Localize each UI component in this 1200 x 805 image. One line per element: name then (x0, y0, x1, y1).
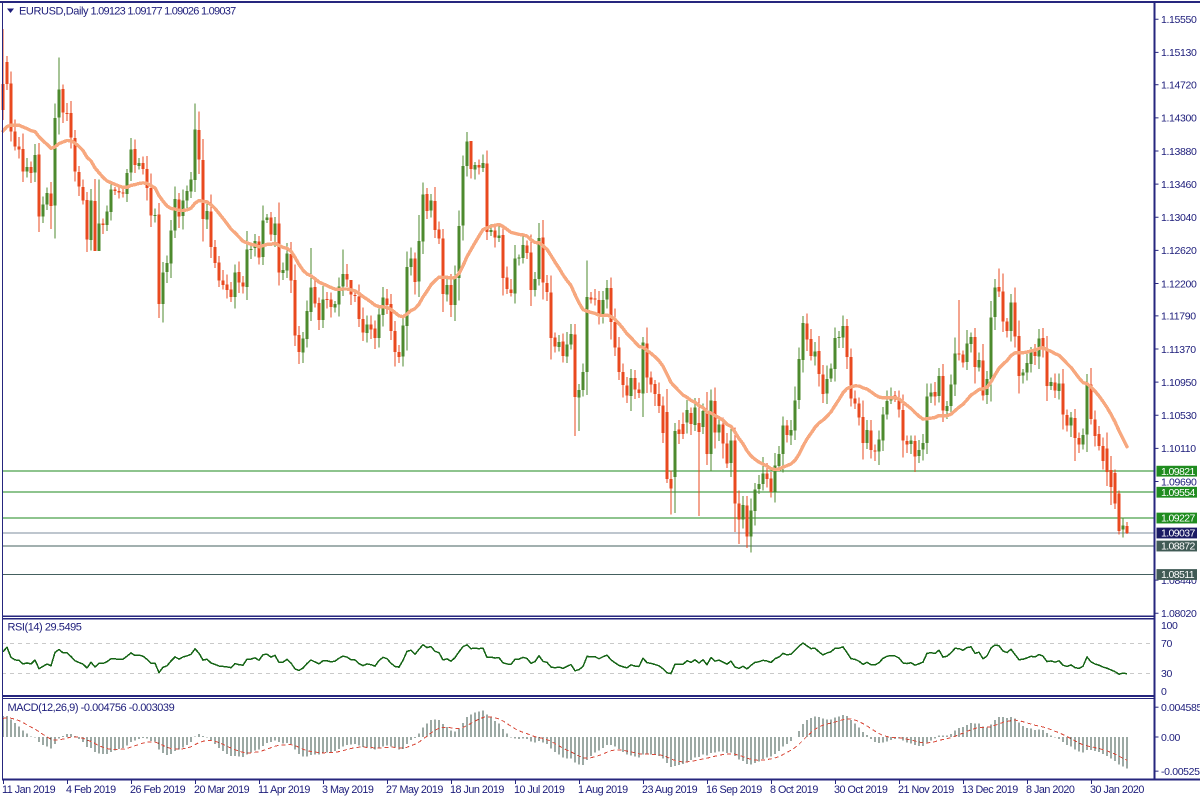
svg-text:30: 30 (1161, 668, 1172, 680)
svg-text:70: 70 (1161, 638, 1172, 650)
svg-text:1.12200: 1.12200 (1161, 278, 1197, 290)
svg-text:27 May 2019: 27 May 2019 (386, 784, 443, 796)
svg-text:0: 0 (1161, 686, 1167, 698)
svg-text:26 Feb 2019: 26 Feb 2019 (130, 784, 186, 796)
svg-text:1.08020: 1.08020 (1161, 608, 1197, 620)
svg-text:1.10110: 1.10110 (1161, 443, 1196, 455)
svg-text:1.09821: 1.09821 (1161, 466, 1196, 478)
svg-text:100: 100 (1161, 620, 1178, 632)
svg-text:1.14720: 1.14720 (1161, 80, 1197, 92)
svg-text:1.10530: 1.10530 (1161, 410, 1197, 422)
svg-text:1.15130: 1.15130 (1161, 47, 1197, 59)
svg-text:1 Aug 2019: 1 Aug 2019 (578, 784, 628, 796)
svg-text:11 Jan 2019: 11 Jan 2019 (2, 784, 56, 796)
svg-text:1.14300: 1.14300 (1161, 113, 1197, 125)
svg-text:1.11370: 1.11370 (1161, 344, 1196, 356)
svg-text:1.09123 1.09177 1.09026 1.0903: 1.09123 1.09177 1.09026 1.09037 (91, 6, 237, 18)
svg-text:20 Mar 2019: 20 Mar 2019 (194, 784, 250, 796)
svg-text:13 Dec 2019: 13 Dec 2019 (962, 784, 1018, 796)
svg-text:1.13880: 1.13880 (1161, 146, 1197, 158)
svg-text:8 Jan 2020: 8 Jan 2020 (1026, 784, 1075, 796)
svg-text:30 Oct 2019: 30 Oct 2019 (834, 784, 888, 796)
svg-text:11 Apr 2019: 11 Apr 2019 (258, 784, 310, 796)
svg-text:1.08872: 1.08872 (1161, 541, 1196, 553)
svg-text:1.09690: 1.09690 (1161, 476, 1197, 488)
svg-text:1.10950: 1.10950 (1161, 377, 1197, 389)
svg-text:0.004585: 0.004585 (1161, 702, 1200, 714)
svg-text:21 Nov 2019: 21 Nov 2019 (898, 784, 954, 796)
svg-text:RSI(14) 29.5495: RSI(14) 29.5495 (8, 622, 82, 634)
svg-text:-0.005254: -0.005254 (1161, 766, 1200, 778)
svg-text:0.00: 0.00 (1161, 732, 1181, 744)
svg-text:1.15550: 1.15550 (1161, 14, 1197, 26)
svg-text:30 Jan 2020: 30 Jan 2020 (1090, 784, 1144, 796)
svg-text:1.13460: 1.13460 (1161, 179, 1197, 191)
svg-text:8 Oct 2019: 8 Oct 2019 (770, 784, 818, 796)
svg-text:23 Aug 2019: 23 Aug 2019 (642, 784, 698, 796)
svg-text:1.13040: 1.13040 (1161, 212, 1197, 224)
svg-text:MACD(12,26,9) -0.004756 -0.003: MACD(12,26,9) -0.004756 -0.003039 (8, 702, 175, 714)
svg-text:10 Jul 2019: 10 Jul 2019 (514, 784, 565, 796)
svg-text:1.12620: 1.12620 (1161, 245, 1197, 257)
svg-text:1.08511: 1.08511 (1161, 569, 1195, 581)
svg-text:1.09227: 1.09227 (1161, 513, 1196, 525)
svg-text:16 Sep 2019: 16 Sep 2019 (706, 784, 762, 796)
svg-text:1.11790: 1.11790 (1161, 311, 1196, 323)
svg-text:3 May 2019: 3 May 2019 (322, 784, 374, 796)
svg-text:1.09554: 1.09554 (1161, 487, 1196, 499)
svg-text:18 Jun 2019: 18 Jun 2019 (450, 784, 504, 796)
svg-text:EURUSD,Daily: EURUSD,Daily (19, 6, 89, 18)
svg-text:4 Feb 2019: 4 Feb 2019 (66, 784, 116, 796)
svg-text:1.09037: 1.09037 (1161, 528, 1196, 540)
